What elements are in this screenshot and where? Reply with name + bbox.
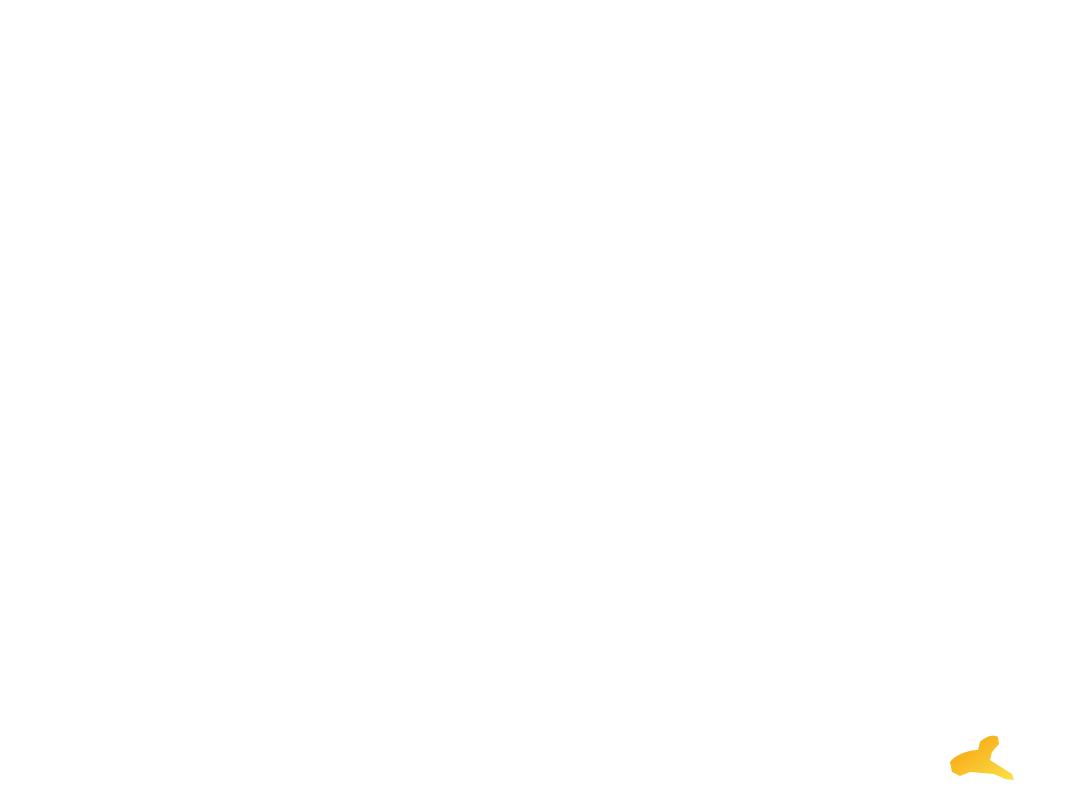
ny-state-shape <box>950 735 1014 780</box>
nys-mesonet-logo <box>950 735 1014 780</box>
